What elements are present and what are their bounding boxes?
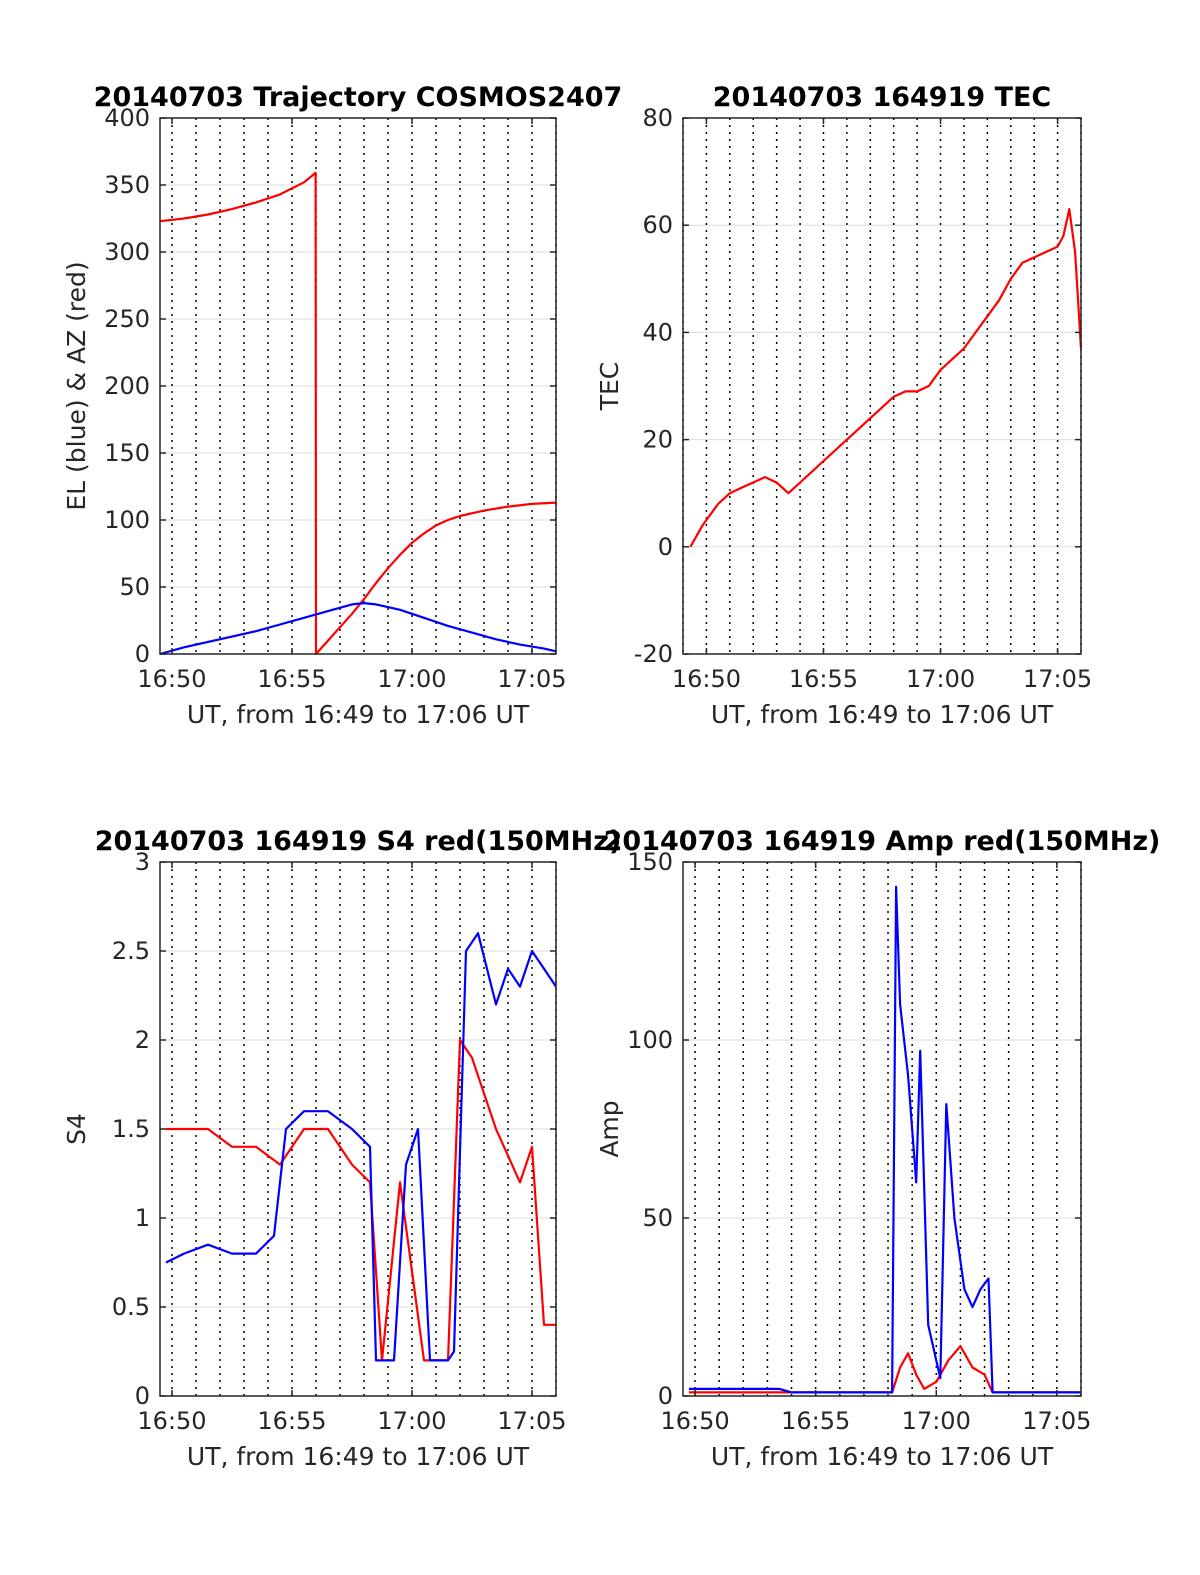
y-tick-label: 100	[104, 506, 150, 534]
x-tick-label: 17:00	[902, 1407, 971, 1435]
x-tick-label: 17:00	[377, 665, 446, 693]
chart-trajectory: 0 50 100 150 200 250 300 350 400 16:50 16:55 17:00 1…	[62, 82, 622, 729]
series-red-line	[166, 1038, 556, 1362]
chart-title: 20140703 164919 TEC	[713, 82, 1052, 113]
y-tick-label: 200	[104, 372, 150, 400]
y-tick-label: 40	[642, 318, 673, 346]
y-tick-label: 2.5	[112, 937, 150, 965]
x-axis-label: UT, from 16:49 to 17:06 UT	[187, 1442, 530, 1471]
axes-box	[682, 117, 1082, 655]
y-tick-label: 0.5	[112, 1293, 150, 1321]
chart-amp: 0 50 100 150 16:50 16:55 17:00 17:05 20140703 16…	[595, 826, 1160, 1471]
y-tick-label: 0	[135, 640, 150, 668]
x-tick-label: 17:05	[497, 1407, 566, 1435]
x-axis-label: UT, from 16:49 to 17:06 UT	[711, 700, 1054, 729]
y-tick-label: 2	[135, 1026, 150, 1054]
y-axis-label: Amp	[595, 1100, 624, 1157]
x-tick-label: 16:50	[660, 1407, 729, 1435]
x-tick-label: 16:50	[137, 665, 206, 693]
x-tick-label: 16:55	[257, 1407, 326, 1435]
chart-s4: 0 0.5 1 1.5 2 2.5 3 16:50 16:55 17:00 17:05 2014070…	[62, 826, 621, 1471]
series-red-line	[689, 1345, 1081, 1394]
x-tick-label: 16:55	[781, 1407, 850, 1435]
x-tick-label: 17:00	[377, 1407, 446, 1435]
y-tick-label: 1.5	[112, 1115, 150, 1143]
y-tick-label: 50	[642, 1204, 673, 1232]
y-tick-label: 20	[642, 426, 673, 454]
y-tick-label: 150	[627, 848, 673, 876]
x-axis-label: UT, from 16:49 to 17:06 UT	[711, 1442, 1054, 1471]
y-tick-label: 350	[104, 171, 150, 199]
series-blue-line	[689, 885, 1081, 1394]
y-tick-label: 60	[642, 211, 673, 239]
y-tick-label: 0	[658, 533, 673, 561]
x-tick-label: 16:55	[789, 665, 858, 693]
series-red-line	[159, 171, 557, 656]
y-tick-label: 100	[627, 1026, 673, 1054]
axes-box	[682, 861, 1082, 1397]
y-tick-label: 400	[104, 104, 150, 132]
y-tick-label: 80	[642, 104, 673, 132]
series-red-line	[689, 208, 1083, 548]
chart-tec: -20 0 20 40 60 80 16:50 16:55 17:00 17:05 20140703…	[595, 82, 1092, 729]
y-tick-label: 150	[104, 439, 150, 467]
x-tick-label: 16:50	[672, 665, 741, 693]
x-tick-label: 16:50	[137, 1407, 206, 1435]
x-axis-label: UT, from 16:49 to 17:06 UT	[187, 700, 530, 729]
y-tick-label: 50	[119, 573, 150, 601]
y-axis-label: TEC	[595, 362, 624, 412]
y-tick-label: 250	[104, 305, 150, 333]
series-blue-line	[165, 932, 557, 1362]
y-tick-label: -20	[634, 640, 673, 668]
chart-title: 20140703 Trajectory COSMOS2407	[94, 82, 623, 113]
y-tick-label: 1	[135, 1204, 150, 1232]
series-blue-line	[159, 601, 557, 656]
chart-title: 20140703 164919 S4 red(150MHz)	[95, 826, 622, 857]
x-tick-label: 17:05	[497, 665, 566, 693]
y-tick-label: 3	[135, 848, 150, 876]
x-tick-label: 17:05	[1023, 665, 1092, 693]
y-tick-label: 0	[658, 1382, 673, 1410]
x-tick-label: 16:55	[257, 665, 326, 693]
chart-title: 20140703 164919 Amp red(150MHz)	[604, 826, 1161, 857]
x-tick-label: 17:05	[1022, 1407, 1091, 1435]
y-axis-label: S4	[62, 1113, 91, 1145]
y-axis-label: EL (blue) & AZ (red)	[62, 261, 91, 510]
y-tick-label: 300	[104, 238, 150, 266]
x-tick-label: 17:00	[906, 665, 975, 693]
y-tick-label: 0	[135, 1382, 150, 1410]
